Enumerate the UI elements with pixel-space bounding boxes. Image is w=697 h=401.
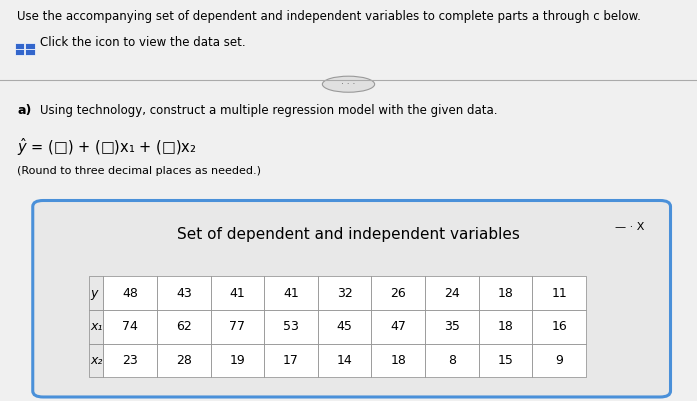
Text: Using technology, construct a multiple regression model with the given data.: Using technology, construct a multiple r… <box>40 104 497 117</box>
Text: Click the icon to view the data set.: Click the icon to view the data set. <box>40 36 246 49</box>
FancyBboxPatch shape <box>15 43 24 49</box>
Text: $\hat{y}$ = (□) + (□)x₁ + (□)x₂: $\hat{y}$ = (□) + (□)x₁ + (□)x₂ <box>17 136 197 158</box>
Text: (Round to three decimal places as needed.): (Round to three decimal places as needed… <box>17 166 261 176</box>
FancyBboxPatch shape <box>25 49 35 55</box>
Text: a): a) <box>17 104 32 117</box>
Text: Set of dependent and independent variables: Set of dependent and independent variabl… <box>177 227 520 241</box>
Text: Use the accompanying set of dependent and independent variables to complete part: Use the accompanying set of dependent an… <box>17 10 641 23</box>
FancyBboxPatch shape <box>15 49 24 55</box>
Text: · · ·: · · · <box>342 80 355 89</box>
FancyBboxPatch shape <box>25 43 35 49</box>
Text: — · X: — · X <box>615 222 644 232</box>
FancyBboxPatch shape <box>33 200 671 397</box>
Ellipse shape <box>322 76 375 92</box>
